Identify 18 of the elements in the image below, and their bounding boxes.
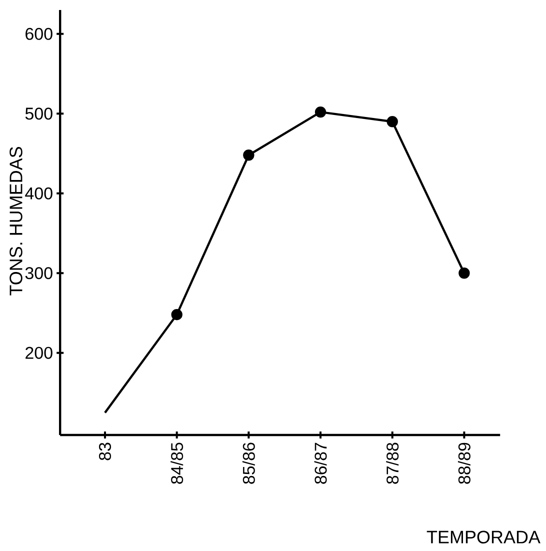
x-tick-label: 85/86 [242, 442, 255, 484]
y-axis-title: TONS. HUMEDAS [10, 146, 22, 296]
point [314, 106, 326, 118]
x-tick-label: 88/89 [458, 442, 470, 484]
x-axis-title: TEMPORADA [426, 530, 540, 544]
point [386, 116, 398, 128]
y-tick-label: 600 [26, 28, 52, 40]
x-tick-label: 83 [98, 442, 112, 460]
point [171, 308, 182, 320]
point [458, 268, 470, 279]
x-tick-label: 84/85 [170, 442, 184, 484]
point [243, 150, 254, 161]
y-tick-label: 400 [25, 187, 52, 200]
y-tick-label: 300 [25, 267, 52, 280]
y-tick-label: 500 [25, 108, 52, 120]
y-tick-label: 200 [26, 346, 52, 359]
x-tick-label: 86/87 [314, 442, 327, 484]
x-tick-label: 87/88 [386, 442, 399, 484]
